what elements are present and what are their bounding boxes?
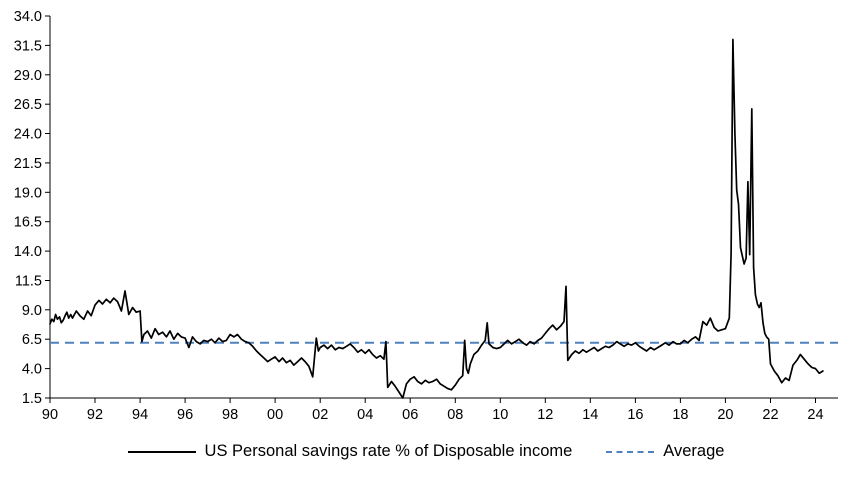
legend-item-average: Average [606, 442, 724, 461]
svg-text:20: 20 [717, 407, 733, 423]
x-axis-labels: 90 92 94 96 98 00 02 04 06 08 10 12 14 16 18 20 22 24 [42, 407, 824, 423]
svg-text:04: 04 [357, 407, 373, 423]
chart-plot-area: 1.5 4.0 6.5 9.0 11.5 14.0 16.5 19.0 21.5 24.0 26.5… [14, 9, 838, 423]
svg-text:24.0: 24.0 [14, 127, 42, 143]
svg-text:21.5: 21.5 [14, 156, 42, 172]
svg-text:90: 90 [42, 407, 58, 423]
svg-text:18: 18 [672, 407, 688, 423]
savings-rate-line [49, 38, 824, 399]
svg-text:08: 08 [447, 407, 463, 423]
svg-text:1.5: 1.5 [22, 391, 42, 407]
svg-text:24: 24 [807, 407, 823, 423]
legend-label-savings-rate: US Personal savings rate % of Disposable… [204, 442, 573, 460]
svg-text:02: 02 [312, 407, 328, 423]
legend-item-savings-rate: US Personal savings rate % of Disposable… [127, 442, 573, 461]
svg-text:10: 10 [492, 407, 508, 423]
svg-text:14: 14 [582, 407, 598, 423]
solid-line-icon [127, 450, 196, 453]
svg-text:96: 96 [177, 407, 193, 423]
chart-legend: US Personal savings rate % of Disposable… [0, 442, 852, 461]
svg-text:29.0: 29.0 [14, 68, 42, 84]
svg-text:22: 22 [762, 407, 778, 423]
svg-text:94: 94 [132, 407, 148, 423]
svg-text:34.0: 34.0 [14, 9, 42, 25]
svg-text:16: 16 [627, 407, 643, 423]
svg-text:11.5: 11.5 [15, 274, 42, 290]
y-axis-labels: 1.5 4.0 6.5 9.0 11.5 14.0 16.5 19.0 21.5 24.0 26.5… [14, 9, 42, 407]
svg-text:16.5: 16.5 [14, 215, 42, 231]
svg-text:6.5: 6.5 [22, 332, 42, 348]
svg-text:00: 00 [267, 407, 283, 423]
svg-text:12: 12 [537, 407, 553, 423]
svg-text:4.0: 4.0 [22, 362, 42, 378]
svg-text:14.0: 14.0 [14, 244, 42, 260]
svg-text:92: 92 [87, 407, 103, 423]
svg-text:31.5: 31.5 [14, 38, 42, 54]
dashed-line-icon [606, 450, 655, 453]
axes [45, 15, 838, 403]
svg-text:06: 06 [402, 407, 418, 423]
svg-text:98: 98 [222, 407, 238, 423]
svg-text:26.5: 26.5 [14, 97, 42, 113]
legend-label-average: Average [663, 442, 725, 460]
svg-text:19.0: 19.0 [14, 185, 42, 201]
svg-text:9.0: 9.0 [22, 303, 42, 319]
